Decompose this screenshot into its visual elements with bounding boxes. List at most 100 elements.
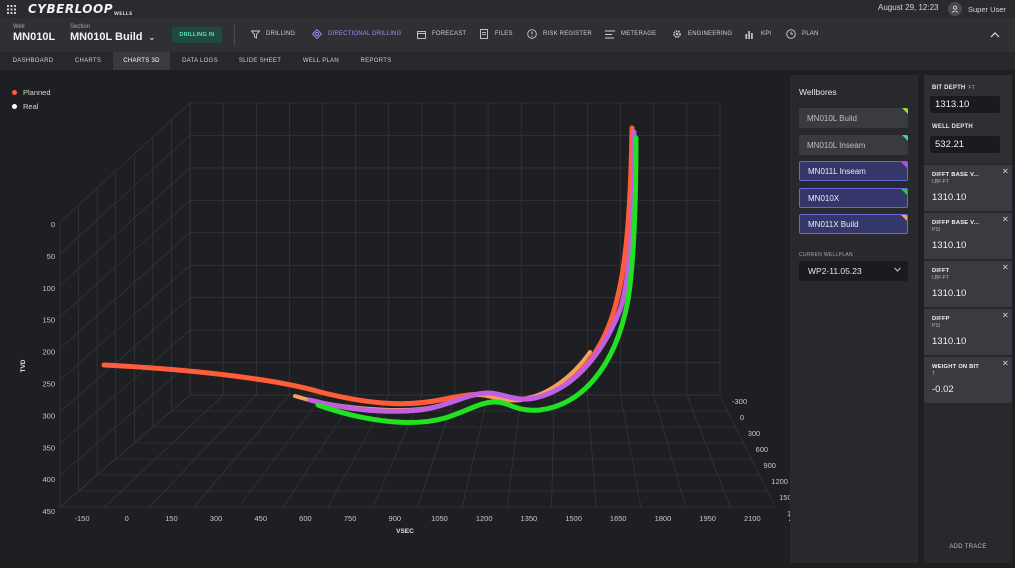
current-wellplan-select[interactable]: WP2-11.05.23 [799, 261, 908, 281]
wellbore-item[interactable]: MN010L Build [799, 108, 908, 128]
nav-risk-label: RISK REGISTER [543, 31, 592, 37]
tab-data-logs[interactable]: DATA LOGS [182, 58, 218, 64]
tab-reports[interactable]: REPORTS [360, 58, 392, 64]
top-bar: CYBERLOOP WELLS August 29, 12:23 Super U… [0, 0, 1015, 18]
user-icon [948, 2, 962, 16]
legend-item-real[interactable]: Real [12, 99, 51, 113]
bit-depth-label: BIT DEPTH FT [932, 85, 975, 91]
y-tick-label: 50 [47, 252, 55, 261]
wellbore-color-marker [901, 189, 907, 195]
nav-kpi-label: KPI [761, 31, 772, 37]
close-icon[interactable]: ✕ [1002, 215, 1009, 224]
tab-dashboard[interactable]: DASHBOARD [12, 58, 54, 64]
tab-bar: DASHBOARD CHARTS CHARTS 3D DATA LOGS SLI… [0, 52, 1015, 70]
nav-kpi[interactable]: KPI [745, 29, 771, 39]
nav-plan[interactable]: PLAN [786, 29, 818, 39]
well-bar: Well MN010L Section MN010L Build ⌄ DRILL… [0, 18, 1015, 52]
grid-line [238, 394, 323, 508]
x-tick-label: 1500 [565, 514, 582, 523]
nav-risk-register[interactable]: RISK REGISTER [527, 29, 592, 39]
chart-panel [0, 70, 790, 568]
wellbore-item[interactable]: MN011L Inseam [799, 161, 908, 181]
x-tick-label: 300 [210, 514, 223, 523]
tab-charts[interactable]: CHARTS [74, 58, 102, 64]
nav-engineering[interactable]: ENGINEERING [672, 29, 732, 39]
metric-card[interactable]: DIFFT LBF-FT 1310.10 ✕ [924, 261, 1012, 307]
x-tick-label: 2100 [744, 514, 761, 523]
add-trace-button[interactable]: ADD TRACE [949, 544, 987, 550]
y-tick-label: 350 [42, 443, 55, 452]
grid-line [417, 394, 456, 508]
metric-card[interactable]: WEIGHT ON BIT T -0.02 ✕ [924, 357, 1012, 403]
x-axis-label: VSEC [396, 528, 414, 535]
y-tick-label: 250 [42, 380, 55, 389]
wellbore-item[interactable]: MN011X Build [799, 214, 908, 234]
alert-icon [527, 29, 537, 39]
grid-line [551, 394, 555, 508]
metric-card[interactable]: DIFFP BASE V... PSI 1310.10 ✕ [924, 213, 1012, 259]
user-name: Super User [968, 4, 1006, 14]
z-tick-label: 1800 [787, 509, 790, 518]
metric-title: DIFFT [932, 268, 950, 274]
chevron-up-icon [990, 32, 1000, 38]
nav-files[interactable]: FILES [479, 29, 513, 39]
metric-card[interactable]: DIFFP PSI 1310.10 ✕ [924, 309, 1012, 355]
wellbore-color-marker [902, 135, 908, 141]
close-icon[interactable]: ✕ [1002, 311, 1009, 320]
y-tick-label: 100 [42, 284, 55, 293]
current-wellplan-value: WP2-11.05.23 [808, 266, 862, 276]
legend-label-planned: Planned [23, 87, 51, 97]
wellbore-label: MN010L Build [807, 113, 857, 123]
metric-card[interactable]: DIFFT BASE V... LBF-FT 1310.10 ✕ [924, 165, 1012, 211]
x-tick-label: -150 [74, 514, 89, 523]
nav-directional-drilling[interactable]: DIRECTIONAL DRILLING [312, 29, 401, 39]
wellbores-title: Wellbores [799, 87, 837, 97]
chart-legend: Planned Real [12, 85, 51, 113]
target-icon [312, 29, 322, 39]
nav-drilling[interactable]: DRILLING [250, 29, 295, 39]
grid-line [149, 394, 257, 508]
grid-line [686, 394, 731, 508]
grid-line [59, 200, 191, 318]
z-tick-label: 600 [756, 445, 769, 454]
wellbore-item[interactable]: MN010X [799, 188, 908, 208]
tab-slide-sheet[interactable]: SLIDE SHEET [238, 58, 282, 64]
well-field[interactable]: Well MN010L [13, 24, 55, 43]
nav-directional-label: DIRECTIONAL DRILLING [328, 31, 402, 37]
app-logo[interactable]: CYBERLOOP WELLS [28, 2, 132, 17]
close-icon[interactable]: ✕ [1002, 167, 1009, 176]
wellbore-label: MN010X [808, 193, 840, 203]
nav-forecast-label: FORECAST [432, 31, 467, 37]
wellbore-label: MN011X Build [808, 219, 859, 229]
z-tick-label: 900 [763, 461, 776, 470]
grid-line [587, 394, 597, 508]
user-menu[interactable]: Super User [948, 0, 1015, 18]
x-tick-label: 900 [389, 514, 402, 523]
close-icon[interactable]: ✕ [1002, 359, 1009, 368]
grid-line [59, 394, 191, 508]
section-selector[interactable]: Section MN010L Build ⌄ [70, 24, 155, 43]
grid-line [461, 394, 489, 508]
series-line [307, 129, 637, 414]
grid-line [59, 102, 191, 223]
close-icon[interactable]: ✕ [1002, 263, 1009, 272]
collapse-button[interactable] [988, 28, 1002, 42]
section-value: MN010L Build [70, 31, 143, 43]
grid-line [59, 329, 191, 444]
chart-3d[interactable]: 0 50 100 150 200 250 300 350 400 450 -150 0 150 300 45… [0, 70, 790, 568]
nav-forecast[interactable]: FORECAST [416, 29, 466, 39]
tab-well-plan[interactable]: WELL PLAN [302, 58, 340, 64]
list-icon [605, 29, 615, 39]
apps-grid-icon[interactable] [2, 0, 20, 18]
grid-line [59, 135, 191, 254]
grid-line [59, 232, 191, 349]
wellbore-item[interactable]: MN010L Inseam [799, 135, 908, 155]
legend-item-planned[interactable]: Planned [12, 85, 51, 99]
nav-plan-label: PLAN [802, 31, 819, 37]
legend-label-real: Real [23, 101, 39, 111]
datetime: August 29, 12:23 [878, 3, 939, 12]
tab-charts-3d[interactable]: CHARTS 3D [113, 52, 170, 70]
y-tick-label: 300 [42, 411, 55, 420]
well-value: MN010L [13, 31, 56, 43]
nav-meterage[interactable]: METERAGE [605, 29, 656, 39]
